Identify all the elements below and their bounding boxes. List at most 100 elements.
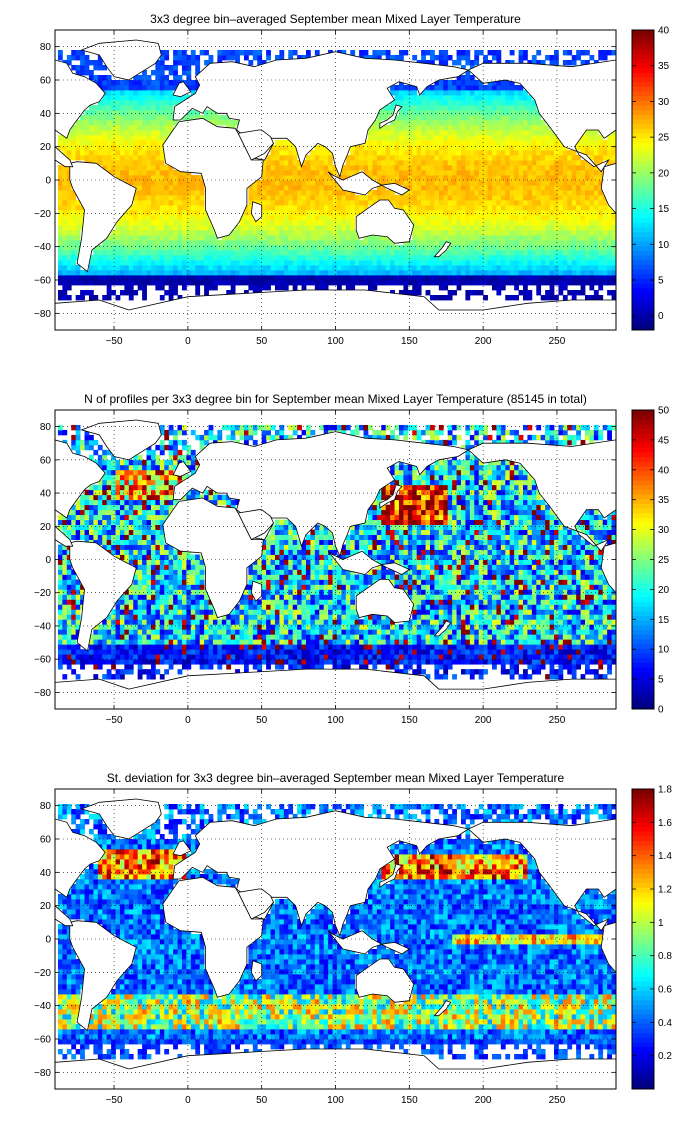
heat-cell [434, 225, 440, 231]
heat-cell [421, 245, 426, 251]
heat-cell [487, 125, 493, 131]
heat-cell [261, 200, 267, 206]
heat-cell [212, 260, 218, 266]
heat-cell [345, 265, 351, 271]
heat-cell [412, 250, 418, 256]
heat-cell [88, 140, 94, 146]
heat-cell [133, 260, 139, 266]
heat-cell [279, 664, 285, 670]
heat-cell [177, 275, 183, 281]
heat-cell [611, 150, 616, 156]
heat-cell [491, 220, 497, 226]
y-tick-label: 20 [40, 142, 52, 153]
heat-cell [452, 85, 457, 91]
heat-cell [584, 60, 590, 66]
heat-cell [341, 654, 347, 660]
heat-cell [239, 255, 245, 261]
heat-cell [301, 260, 307, 266]
heat-cell [553, 240, 559, 246]
heat-cell [226, 50, 232, 56]
heat-cell [119, 270, 125, 276]
heat-cell [412, 170, 418, 176]
heat-cell [279, 55, 285, 61]
heat-cell [88, 659, 94, 665]
heat-cell [403, 260, 409, 266]
heat-cell [496, 230, 502, 236]
heat-cell [257, 185, 263, 191]
heat-cell [345, 245, 351, 251]
heat-cell [142, 659, 147, 665]
heat-cell [403, 115, 409, 121]
heat-cell [425, 120, 431, 126]
colorbar-swatch [632, 208, 654, 214]
heat-cell [487, 250, 493, 256]
heat-cell [332, 195, 338, 201]
heat-cell [381, 270, 387, 276]
heat-cell [297, 185, 302, 191]
heat-cell [478, 265, 484, 271]
heat-cell [602, 230, 608, 236]
heat-cell [514, 145, 519, 151]
heat-cell [150, 255, 156, 261]
heat-cell [487, 240, 493, 246]
heat-cell [483, 225, 488, 231]
heat-cell [483, 170, 488, 176]
heat-cell [177, 260, 183, 266]
heat-cell [155, 170, 161, 176]
heat-cell [336, 285, 342, 291]
heat-cell [173, 290, 178, 296]
heat-cell [323, 170, 329, 176]
heat-cell [297, 255, 302, 261]
heat-cell [500, 130, 506, 136]
heat-cell [500, 215, 506, 221]
heat-cell [527, 270, 533, 276]
heat-cell [421, 195, 426, 201]
heat-cell [62, 185, 68, 191]
heat-cell [190, 190, 196, 196]
heat-cell [128, 100, 134, 106]
heat-cell [429, 155, 435, 161]
heat-cell [522, 230, 528, 236]
heat-cell [478, 270, 484, 276]
heat-cell [469, 270, 475, 276]
heat-cell [155, 265, 161, 271]
heat-cell [456, 135, 462, 141]
heat-cell [336, 235, 342, 241]
heat-cell [217, 659, 223, 665]
heat-cell [270, 185, 276, 191]
heat-cell [177, 230, 183, 236]
heat-cell [456, 175, 462, 181]
heat-cell [589, 659, 595, 665]
heat-cell [336, 195, 342, 201]
heat-cell [274, 270, 280, 276]
heat-cell [602, 240, 608, 246]
heat-cell [562, 170, 568, 176]
heat-cell [57, 140, 63, 146]
heat-cell [186, 110, 192, 116]
heat-cell [319, 245, 325, 251]
heat-cell [239, 260, 245, 266]
heat-cell [447, 190, 453, 196]
heat-cell [146, 85, 152, 91]
heat-cell [421, 115, 426, 121]
heat-cell [164, 65, 170, 71]
heat-cell [164, 200, 170, 206]
heat-cell [460, 195, 466, 201]
heat-cell [173, 220, 178, 226]
heat-cell [199, 275, 205, 281]
heat-cell [602, 280, 608, 286]
heat-cell [57, 135, 63, 141]
heat-cell [602, 205, 608, 211]
heat-cell [491, 110, 497, 116]
heat-cell [376, 190, 382, 196]
heat-cell [429, 160, 435, 166]
heat-cell [80, 295, 85, 301]
colorbar-swatch [632, 184, 654, 190]
heat-cell [412, 185, 418, 191]
heat-cell [102, 135, 108, 141]
heat-cell [128, 669, 134, 675]
heat-cell [270, 195, 276, 201]
heat-cell [102, 270, 108, 276]
heat-cell [248, 654, 254, 660]
heat-cell [177, 270, 183, 276]
